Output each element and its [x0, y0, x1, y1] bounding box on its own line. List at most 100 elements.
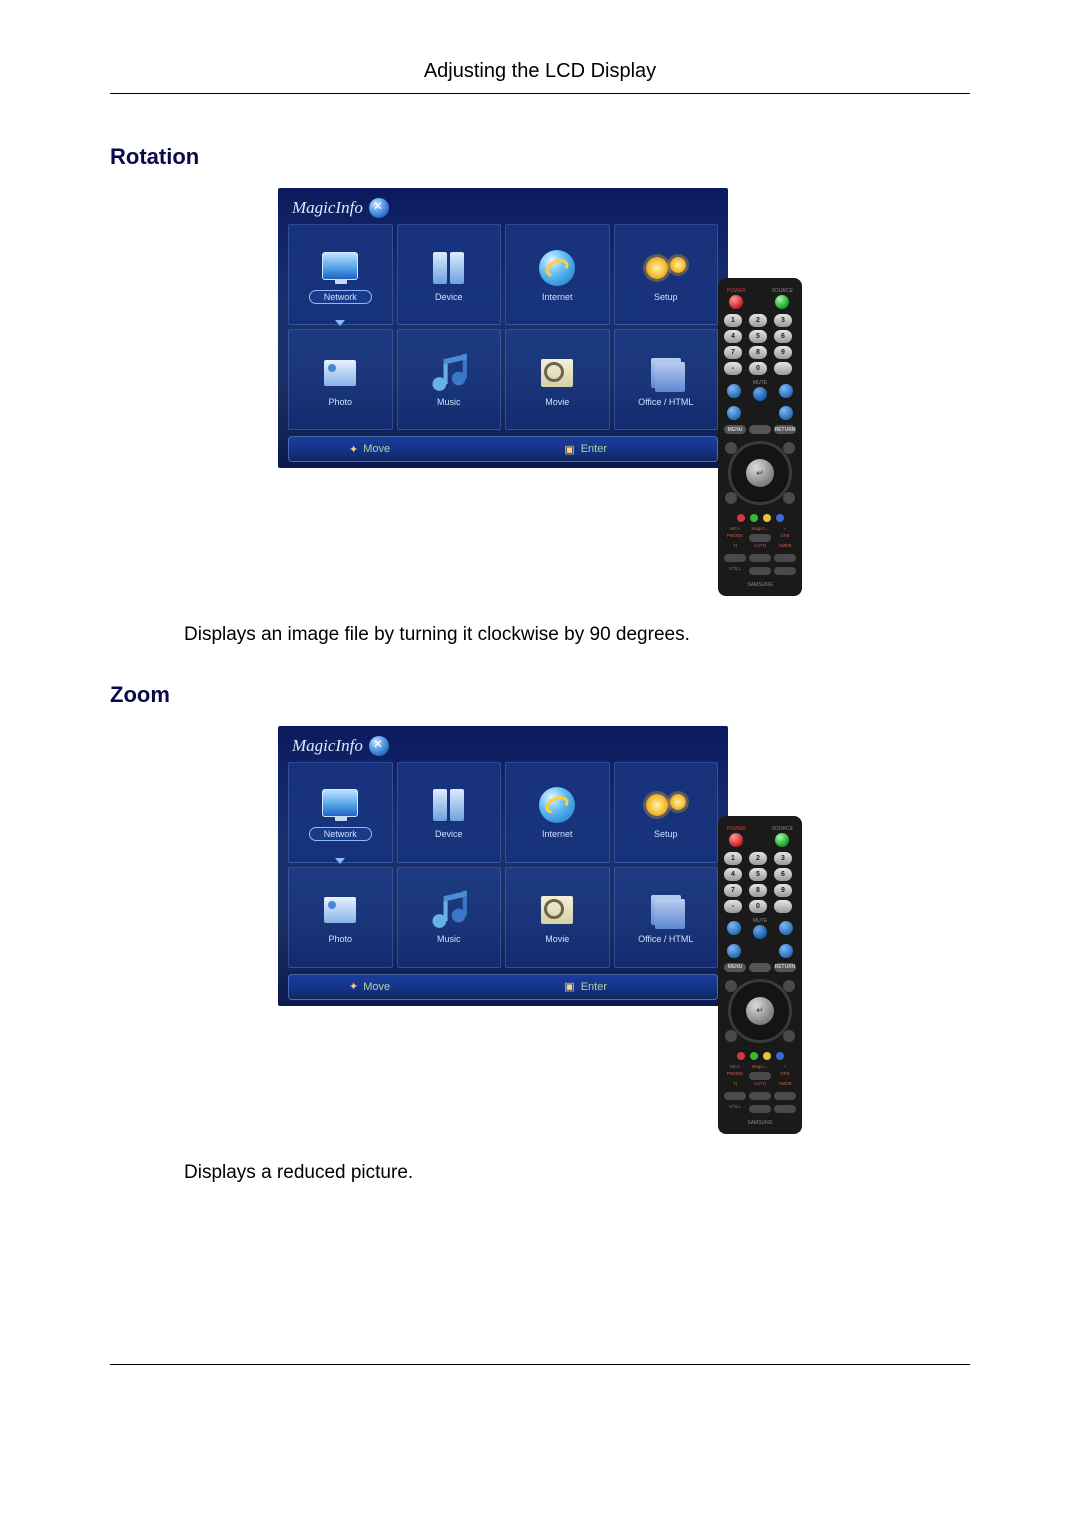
- red-dot-button[interactable]: [737, 514, 745, 522]
- power-label: POWER: [727, 288, 746, 294]
- pill-button[interactable]: [774, 1105, 796, 1113]
- num-button[interactable]: 0: [749, 362, 767, 375]
- ch-button[interactable]: [779, 921, 793, 935]
- yellow-dot-button[interactable]: [763, 514, 771, 522]
- tile-internet[interactable]: Internet: [505, 224, 610, 325]
- source-button[interactable]: [775, 295, 789, 309]
- menu-button[interactable]: MENU: [724, 963, 746, 972]
- pill-button[interactable]: [749, 1092, 771, 1100]
- tile-movie[interactable]: Movie: [505, 329, 610, 430]
- logo-x-icon: [369, 198, 389, 218]
- dpad-menu-button[interactable]: [725, 442, 737, 454]
- num-button[interactable]: 9: [774, 346, 792, 359]
- pill-button[interactable]: [749, 534, 771, 542]
- num-button[interactable]: [774, 900, 792, 913]
- num-button[interactable]: 6: [774, 330, 792, 343]
- vol-button[interactable]: [727, 921, 741, 935]
- num-button[interactable]: 3: [774, 314, 792, 327]
- tile-office[interactable]: Office / HTML: [614, 867, 719, 968]
- num-button[interactable]: 7: [724, 346, 742, 359]
- tile-internet[interactable]: Internet: [505, 762, 610, 863]
- dpad-enter-button[interactable]: ↵: [746, 459, 774, 487]
- menu-button[interactable]: MENU: [724, 425, 746, 434]
- blue-dot-button[interactable]: [776, 514, 784, 522]
- dpad-enter-button[interactable]: ↵: [746, 997, 774, 1025]
- tile-photo[interactable]: Photo: [288, 867, 393, 968]
- pill-button[interactable]: [749, 567, 771, 575]
- pill-button[interactable]: [749, 1105, 771, 1113]
- power-button[interactable]: [729, 295, 743, 309]
- red-dot-button[interactable]: [737, 1052, 745, 1060]
- ch-button[interactable]: [779, 384, 793, 398]
- dpad-corner-button[interactable]: [783, 980, 795, 992]
- dpad-info-button[interactable]: [725, 1030, 737, 1042]
- yellow-dot-button[interactable]: [763, 1052, 771, 1060]
- tile-music[interactable]: Music: [397, 867, 502, 968]
- num-button[interactable]: 8: [749, 346, 767, 359]
- tile-network[interactable]: Network: [288, 224, 393, 325]
- dpad[interactable]: ↵: [728, 979, 792, 1043]
- num-button[interactable]: 9: [774, 884, 792, 897]
- tile-label: Setup: [654, 292, 678, 302]
- vol-down-button[interactable]: [727, 944, 741, 958]
- vol-button[interactable]: [727, 384, 741, 398]
- pill-button[interactable]: [724, 1092, 746, 1100]
- figure-zoom: MagicInfo Network Device Internet: [110, 726, 970, 1134]
- ch-down-button[interactable]: [779, 406, 793, 420]
- return-button[interactable]: RETURN: [774, 425, 796, 434]
- dpad-corner-button[interactable]: [783, 442, 795, 454]
- dpad-menu-button[interactable]: [725, 980, 737, 992]
- pill-button[interactable]: [749, 963, 771, 972]
- return-button[interactable]: RETURN: [774, 963, 796, 972]
- num-button[interactable]: -: [724, 900, 742, 913]
- vol-down-button[interactable]: [727, 406, 741, 420]
- dpad-info-button[interactable]: [725, 492, 737, 504]
- num-button[interactable]: 0: [749, 900, 767, 913]
- num-button[interactable]: [774, 362, 792, 375]
- tile-network[interactable]: Network: [288, 762, 393, 863]
- dpad-exit-button[interactable]: [783, 492, 795, 504]
- pill-button[interactable]: [749, 425, 771, 434]
- dpad-exit-button[interactable]: [783, 1030, 795, 1042]
- num-button[interactable]: 1: [724, 314, 742, 327]
- footer-enter-label: Enter: [581, 443, 607, 455]
- office-icon: [651, 895, 681, 925]
- tile-device[interactable]: Device: [397, 224, 502, 325]
- pill-button[interactable]: [774, 567, 796, 575]
- mute-button[interactable]: [753, 387, 767, 401]
- green-dot-button[interactable]: [750, 514, 758, 522]
- num-button[interactable]: 4: [724, 868, 742, 881]
- tile-device[interactable]: Device: [397, 762, 502, 863]
- tile-label: Office / HTML: [638, 934, 693, 944]
- num-button[interactable]: 6: [774, 868, 792, 881]
- blue-dot-button[interactable]: [776, 1052, 784, 1060]
- num-button[interactable]: 5: [749, 330, 767, 343]
- mute-button[interactable]: [753, 925, 767, 939]
- pill-button[interactable]: [749, 1072, 771, 1080]
- ch-down-button[interactable]: [779, 944, 793, 958]
- num-button[interactable]: 8: [749, 884, 767, 897]
- num-button[interactable]: 7: [724, 884, 742, 897]
- source-button[interactable]: [775, 833, 789, 847]
- green-dot-button[interactable]: [750, 1052, 758, 1060]
- num-button[interactable]: 1: [724, 852, 742, 865]
- tile-music[interactable]: Music: [397, 329, 502, 430]
- power-button[interactable]: [729, 833, 743, 847]
- tile-photo[interactable]: Photo: [288, 329, 393, 430]
- pill-button[interactable]: [774, 554, 796, 562]
- pill-button[interactable]: [749, 554, 771, 562]
- tile-setup[interactable]: Setup: [614, 224, 719, 325]
- tile-movie[interactable]: Movie: [505, 867, 610, 968]
- tile-setup[interactable]: Setup: [614, 762, 719, 863]
- num-button[interactable]: -: [724, 362, 742, 375]
- num-button[interactable]: 2: [749, 852, 767, 865]
- num-button[interactable]: 4: [724, 330, 742, 343]
- pill-button[interactable]: [724, 554, 746, 562]
- num-button[interactable]: 3: [774, 852, 792, 865]
- tile-office[interactable]: Office / HTML: [614, 329, 719, 430]
- pill-button[interactable]: [774, 1092, 796, 1100]
- num-button[interactable]: 2: [749, 314, 767, 327]
- num-button[interactable]: 5: [749, 868, 767, 881]
- dpad[interactable]: ↵: [728, 441, 792, 505]
- numpad: 1 2 3 4 5 6 7 8 9 - 0: [724, 852, 796, 913]
